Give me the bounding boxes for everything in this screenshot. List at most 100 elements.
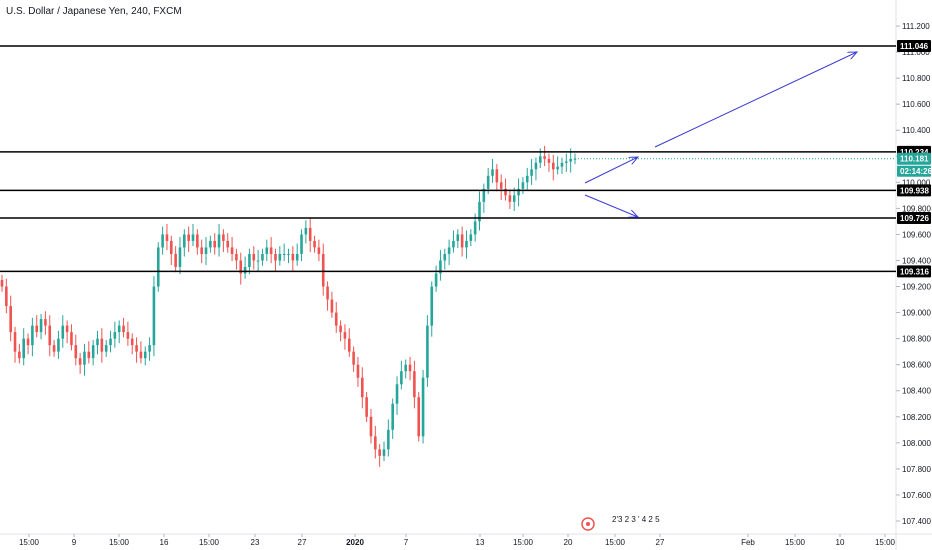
candle-body bbox=[339, 325, 342, 333]
level-price-tag bbox=[897, 40, 931, 53]
level-price-label: 111.046 bbox=[900, 42, 929, 51]
candle-body bbox=[0, 280, 4, 287]
candle-body bbox=[413, 371, 416, 398]
candle-body bbox=[248, 253, 251, 267]
candle-body bbox=[430, 286, 434, 326]
candle-body bbox=[326, 286, 329, 300]
candle-body bbox=[395, 384, 399, 404]
candle-body bbox=[165, 234, 169, 241]
candle-body bbox=[48, 325, 52, 346]
candle-body bbox=[209, 240, 212, 248]
candle-body bbox=[183, 234, 186, 248]
candle-body bbox=[31, 325, 34, 346]
candle-body bbox=[70, 332, 73, 346]
candle-body bbox=[521, 182, 525, 189]
x-tick-label: 16 bbox=[160, 538, 169, 547]
x-tick-label: 9 bbox=[72, 538, 77, 547]
candle-body bbox=[226, 240, 230, 248]
event-icon[interactable] bbox=[581, 517, 595, 531]
trend-arrow[interactable] bbox=[654, 52, 857, 148]
current-price-tag bbox=[897, 152, 931, 165]
candle-body bbox=[204, 247, 208, 254]
x-tick-label: 15:00 bbox=[875, 538, 896, 547]
countdown-tag bbox=[897, 165, 931, 177]
candle-body bbox=[352, 351, 355, 365]
trend-arrow[interactable] bbox=[584, 157, 638, 184]
y-tick-label: 109.200 bbox=[902, 283, 931, 292]
y-tick-label: 108.800 bbox=[902, 335, 931, 344]
x-tick-label: 20 bbox=[564, 538, 573, 547]
candle-body bbox=[525, 175, 529, 183]
x-tick-label: 7 bbox=[404, 538, 409, 547]
candle-body bbox=[304, 227, 308, 235]
level-price-label: 109.726 bbox=[900, 214, 929, 223]
x-tick-label: 15:00 bbox=[785, 538, 806, 547]
candle-body bbox=[169, 240, 173, 254]
candle-body bbox=[261, 253, 264, 261]
candle-body bbox=[369, 416, 373, 437]
candle-body bbox=[391, 403, 394, 430]
trend-arrow[interactable] bbox=[584, 194, 638, 217]
candle-body bbox=[35, 325, 39, 333]
candle-body bbox=[378, 449, 381, 456]
candle-body bbox=[143, 351, 147, 359]
candle-body bbox=[387, 429, 390, 450]
x-tick-label: Feb bbox=[741, 538, 755, 547]
candle-body bbox=[5, 286, 8, 307]
candle-body bbox=[65, 325, 69, 333]
candle-body bbox=[57, 338, 60, 352]
y-tick-label: 108.600 bbox=[902, 361, 931, 370]
level-price-label: 109.316 bbox=[900, 267, 929, 276]
candle-body bbox=[565, 161, 568, 163]
x-tick-label: 15:00 bbox=[513, 538, 534, 547]
candle-body bbox=[421, 377, 425, 437]
y-tick-label: 110.800 bbox=[902, 74, 931, 83]
candle-body bbox=[530, 169, 533, 176]
candle-body bbox=[447, 247, 451, 254]
candle-body bbox=[152, 286, 156, 346]
candle-body bbox=[243, 266, 247, 274]
level-price-tag bbox=[897, 212, 931, 225]
candle-body bbox=[404, 364, 408, 372]
candle-body bbox=[113, 332, 117, 339]
candle-body bbox=[139, 351, 143, 359]
candle-body bbox=[408, 364, 412, 372]
candle-body bbox=[491, 169, 494, 176]
y-tick-label: 111.000 bbox=[902, 48, 930, 57]
x-tick-label: 13 bbox=[476, 538, 485, 547]
candle-body bbox=[135, 345, 138, 352]
x-tick-label: 27 bbox=[656, 538, 665, 547]
candle-body bbox=[178, 247, 182, 267]
candle-body bbox=[534, 162, 538, 170]
candle-body bbox=[347, 338, 351, 352]
candle-body bbox=[434, 273, 438, 287]
candle-body bbox=[382, 449, 386, 456]
candle-body bbox=[308, 227, 312, 241]
candle-body bbox=[22, 338, 26, 359]
candle-body bbox=[482, 188, 486, 202]
candle-body bbox=[217, 234, 221, 248]
current-price-label: 110.181 bbox=[900, 155, 929, 164]
level-price-label: 110.234 bbox=[900, 148, 929, 157]
candle-body bbox=[460, 234, 464, 248]
candle-body bbox=[230, 247, 234, 254]
y-tick-label: 108.400 bbox=[902, 387, 931, 396]
level-price-label: 109.938 bbox=[900, 186, 929, 195]
candle-body bbox=[104, 345, 108, 352]
candle-body bbox=[200, 247, 203, 254]
y-tick-label: 109.400 bbox=[902, 256, 931, 265]
y-tick-label: 107.800 bbox=[902, 465, 931, 474]
countdown-label: 02:14:26 bbox=[900, 167, 932, 176]
candle-body bbox=[400, 371, 403, 385]
candle-body bbox=[504, 188, 507, 196]
candle-body bbox=[465, 240, 468, 248]
candle-body bbox=[334, 312, 338, 326]
candle-body bbox=[517, 188, 520, 196]
candle-body bbox=[374, 436, 377, 450]
x-tick-label: 15:00 bbox=[19, 538, 40, 547]
candle-body bbox=[117, 325, 121, 333]
candle-body bbox=[551, 162, 555, 170]
candle-body bbox=[287, 253, 290, 255]
